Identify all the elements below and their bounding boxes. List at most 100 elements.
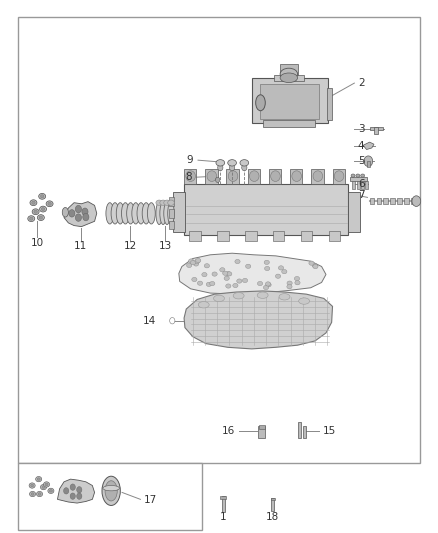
Text: 9: 9 (187, 155, 193, 165)
Ellipse shape (62, 207, 68, 217)
Ellipse shape (41, 207, 45, 211)
Bar (205, 169, 218, 184)
Ellipse shape (216, 160, 225, 166)
Ellipse shape (256, 95, 265, 111)
Ellipse shape (40, 195, 44, 198)
Ellipse shape (287, 285, 292, 289)
Bar (280, 64, 297, 78)
Polygon shape (64, 201, 97, 227)
Ellipse shape (49, 489, 53, 492)
Circle shape (364, 156, 373, 166)
Ellipse shape (282, 270, 287, 274)
Ellipse shape (220, 268, 225, 272)
Ellipse shape (187, 263, 192, 268)
Bar (269, 169, 281, 184)
Ellipse shape (37, 478, 40, 480)
Ellipse shape (265, 282, 271, 286)
Bar (173, 192, 185, 232)
Ellipse shape (294, 277, 300, 281)
Ellipse shape (160, 200, 166, 205)
Circle shape (83, 213, 89, 221)
Circle shape (170, 318, 175, 324)
Ellipse shape (186, 171, 195, 181)
Ellipse shape (292, 171, 301, 181)
Bar (365, 181, 368, 189)
Ellipse shape (204, 264, 209, 268)
Bar (404, 198, 409, 204)
Text: 7: 7 (358, 190, 364, 200)
Ellipse shape (228, 160, 237, 166)
Ellipse shape (265, 266, 270, 271)
Ellipse shape (116, 203, 124, 224)
Bar (261, 84, 319, 119)
Ellipse shape (246, 264, 251, 269)
Text: 17: 17 (144, 495, 157, 505)
Bar (169, 197, 174, 206)
Ellipse shape (137, 203, 145, 224)
Ellipse shape (194, 260, 200, 264)
Circle shape (70, 484, 75, 490)
Text: 12: 12 (124, 241, 137, 251)
Ellipse shape (280, 73, 297, 83)
Ellipse shape (263, 285, 268, 289)
Bar (248, 169, 260, 184)
Ellipse shape (103, 486, 120, 491)
Bar (303, 426, 306, 438)
Bar (352, 181, 355, 189)
Circle shape (75, 205, 81, 213)
Text: 10: 10 (30, 238, 43, 247)
Polygon shape (184, 291, 332, 349)
Ellipse shape (202, 272, 207, 277)
Polygon shape (57, 479, 95, 503)
Circle shape (412, 196, 421, 206)
Bar (272, 498, 274, 511)
Bar (258, 426, 265, 438)
Ellipse shape (233, 293, 244, 299)
Circle shape (82, 208, 88, 215)
Ellipse shape (45, 483, 48, 486)
Text: 11: 11 (74, 241, 87, 251)
Ellipse shape (34, 210, 37, 213)
Bar (374, 127, 378, 134)
Circle shape (69, 209, 75, 217)
Ellipse shape (48, 488, 54, 494)
Ellipse shape (31, 484, 34, 487)
Circle shape (77, 493, 82, 499)
Circle shape (230, 165, 235, 171)
Ellipse shape (105, 481, 117, 501)
Text: 5: 5 (358, 156, 364, 166)
Bar (297, 422, 300, 438)
Ellipse shape (39, 193, 46, 199)
Ellipse shape (257, 292, 268, 298)
Ellipse shape (299, 298, 310, 304)
Ellipse shape (29, 217, 33, 220)
Bar (273, 231, 285, 241)
Ellipse shape (142, 203, 150, 224)
Ellipse shape (40, 484, 46, 490)
Ellipse shape (279, 294, 290, 300)
Circle shape (218, 165, 223, 171)
Ellipse shape (164, 200, 170, 205)
Circle shape (75, 214, 81, 221)
Ellipse shape (226, 284, 231, 288)
Text: 18: 18 (266, 512, 279, 522)
Bar (18, 463, 201, 530)
Bar (271, 498, 275, 500)
Bar (263, 120, 315, 127)
Bar (377, 198, 381, 204)
Text: 15: 15 (323, 426, 336, 437)
Text: 3: 3 (358, 124, 364, 134)
Ellipse shape (39, 216, 42, 219)
Ellipse shape (32, 209, 39, 215)
Ellipse shape (30, 200, 37, 206)
Bar (348, 192, 360, 232)
Ellipse shape (29, 491, 35, 497)
Ellipse shape (287, 281, 292, 285)
Ellipse shape (43, 482, 49, 487)
Ellipse shape (48, 202, 51, 205)
Ellipse shape (258, 281, 263, 286)
Polygon shape (363, 142, 374, 150)
Ellipse shape (36, 491, 42, 497)
Bar (220, 496, 226, 499)
Ellipse shape (207, 171, 217, 181)
